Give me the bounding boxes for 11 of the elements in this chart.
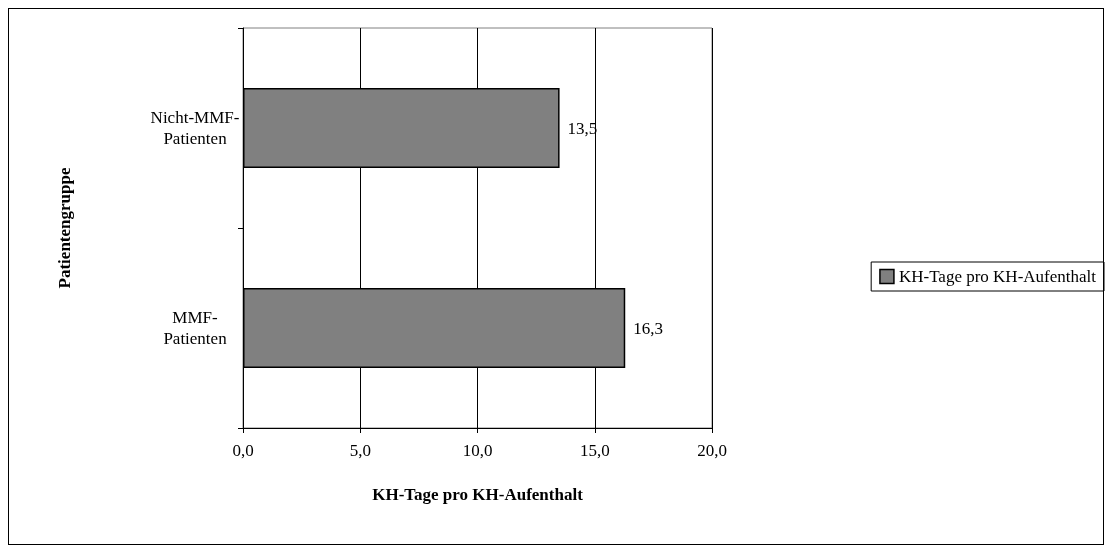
- y-tick-label: MMF-Patienten: [163, 308, 228, 348]
- legend-label: KH-Tage pro KH-Aufenthalt: [898, 267, 1097, 286]
- x-axis-title: KH-Tage pro KH-Aufenthalt: [372, 485, 584, 504]
- y-tick-label: Nicht-MMF-Patienten: [150, 108, 240, 148]
- x-tick-label: 0,0: [232, 441, 254, 460]
- x-tick-label: 10,0: [462, 441, 493, 460]
- y-axis-title: Patientengruppe: [55, 167, 74, 289]
- x-tick-label: 20,0: [697, 441, 727, 460]
- x-tick-label: 15,0: [579, 441, 610, 460]
- x-tick-label: 5,0: [349, 441, 371, 460]
- data-label: 16,3: [633, 318, 663, 338]
